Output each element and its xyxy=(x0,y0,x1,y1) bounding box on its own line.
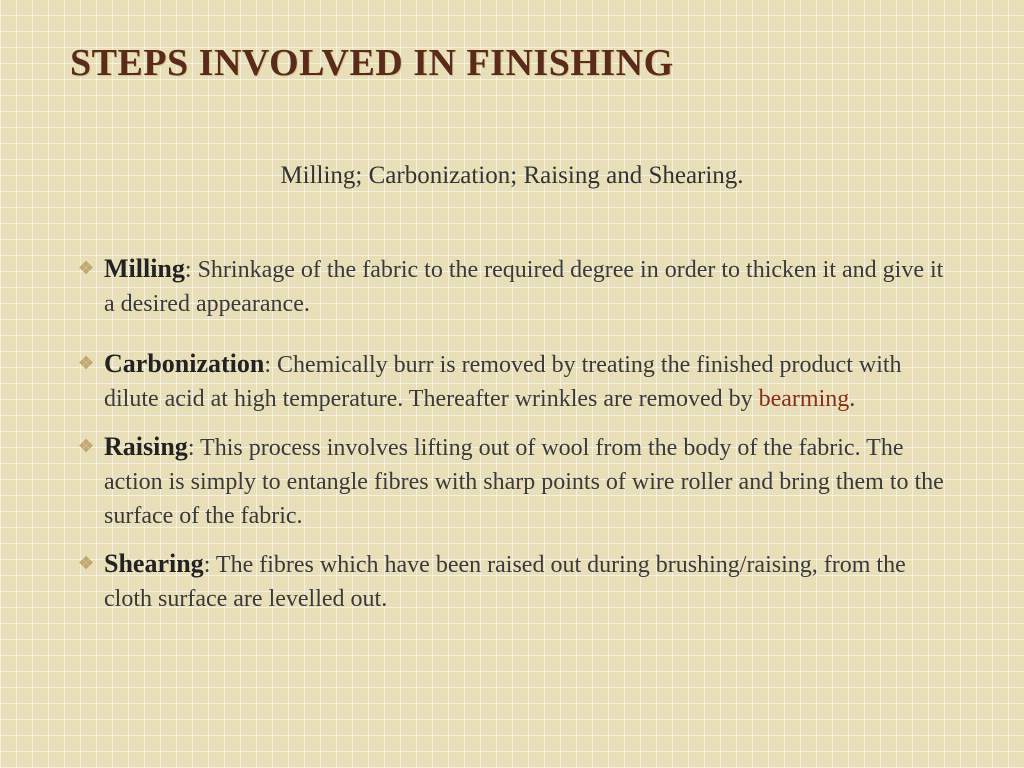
list-item-body: Carbonization: Chemically burr is remove… xyxy=(104,347,958,416)
slide-subtitle: Milling; Carbonization; Raising and Shea… xyxy=(0,162,1024,190)
definition-text: Shrinkage of the fabric to the required … xyxy=(104,257,943,317)
definition-list: ❖ Milling: Shrinkage of the fabric to th… xyxy=(78,252,958,630)
list-item-body: Shearing: The fibres which have been rai… xyxy=(104,547,958,616)
term-label: Milling xyxy=(104,254,185,283)
list-item: ❖ Shearing: The fibres which have been r… xyxy=(78,547,958,616)
term-label: Shearing xyxy=(104,549,204,578)
definition-text-after: . xyxy=(849,386,855,412)
list-item: ❖ Raising: This process involves lifting… xyxy=(78,430,958,533)
term-sep: : xyxy=(264,352,277,378)
definition-text: This process involves lifting out of woo… xyxy=(104,435,944,529)
definition-text-after: . xyxy=(304,291,310,317)
term-sep: : xyxy=(188,435,200,461)
diamond-bullet-icon: ❖ xyxy=(78,252,104,284)
list-item: ❖ Milling: Shrinkage of the fabric to th… xyxy=(78,252,958,321)
highlight-text: bearming xyxy=(759,386,850,412)
slide-title: STEPS INVOLVED IN FINISHING xyxy=(70,40,674,88)
definition-text: The fibres which have been raised out du… xyxy=(104,552,906,612)
list-item-body: Raising: This process involves lifting o… xyxy=(104,430,958,533)
term-sep: : xyxy=(185,257,198,283)
term-label: Carbonization xyxy=(104,349,264,378)
diamond-bullet-icon: ❖ xyxy=(78,347,104,379)
term-label: Raising xyxy=(104,432,188,461)
diamond-bullet-icon: ❖ xyxy=(78,547,104,579)
diamond-bullet-icon: ❖ xyxy=(78,430,104,462)
term-sep: : xyxy=(204,552,216,578)
list-item-body: Milling: Shrinkage of the fabric to the … xyxy=(104,252,958,321)
list-item: ❖ Carbonization: Chemically burr is remo… xyxy=(78,347,958,416)
